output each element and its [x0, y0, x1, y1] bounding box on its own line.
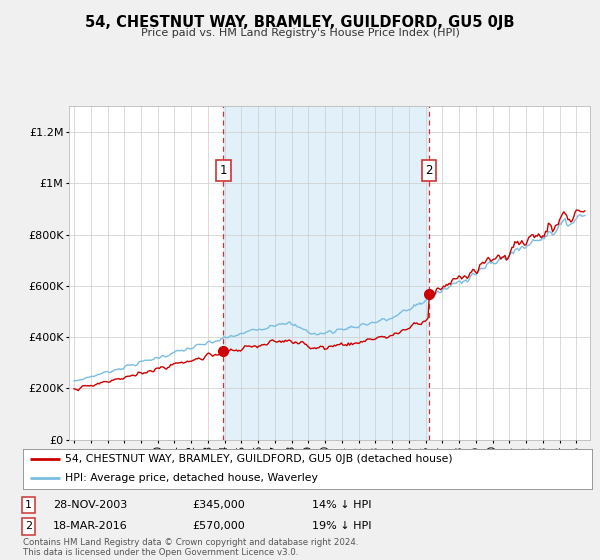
Text: 19% ↓ HPI: 19% ↓ HPI — [312, 521, 371, 531]
Text: Contains HM Land Registry data © Crown copyright and database right 2024.
This d: Contains HM Land Registry data © Crown c… — [23, 538, 358, 557]
Text: 54, CHESTNUT WAY, BRAMLEY, GUILDFORD, GU5 0JB (detached house): 54, CHESTNUT WAY, BRAMLEY, GUILDFORD, GU… — [65, 455, 453, 464]
Text: £345,000: £345,000 — [192, 500, 245, 510]
Text: HPI: Average price, detached house, Waverley: HPI: Average price, detached house, Wave… — [65, 473, 319, 483]
Text: 2: 2 — [25, 521, 32, 531]
Text: 54, CHESTNUT WAY, BRAMLEY, GUILDFORD, GU5 0JB: 54, CHESTNUT WAY, BRAMLEY, GUILDFORD, GU… — [85, 15, 515, 30]
Text: £570,000: £570,000 — [192, 521, 245, 531]
Text: 1: 1 — [220, 164, 227, 177]
Text: 1: 1 — [25, 500, 32, 510]
Text: 2: 2 — [425, 164, 433, 177]
Text: Price paid vs. HM Land Registry's House Price Index (HPI): Price paid vs. HM Land Registry's House … — [140, 28, 460, 38]
Text: 14% ↓ HPI: 14% ↓ HPI — [312, 500, 371, 510]
Text: 28-NOV-2003: 28-NOV-2003 — [53, 500, 127, 510]
Text: 18-MAR-2016: 18-MAR-2016 — [53, 521, 128, 531]
Bar — [223, 106, 429, 440]
